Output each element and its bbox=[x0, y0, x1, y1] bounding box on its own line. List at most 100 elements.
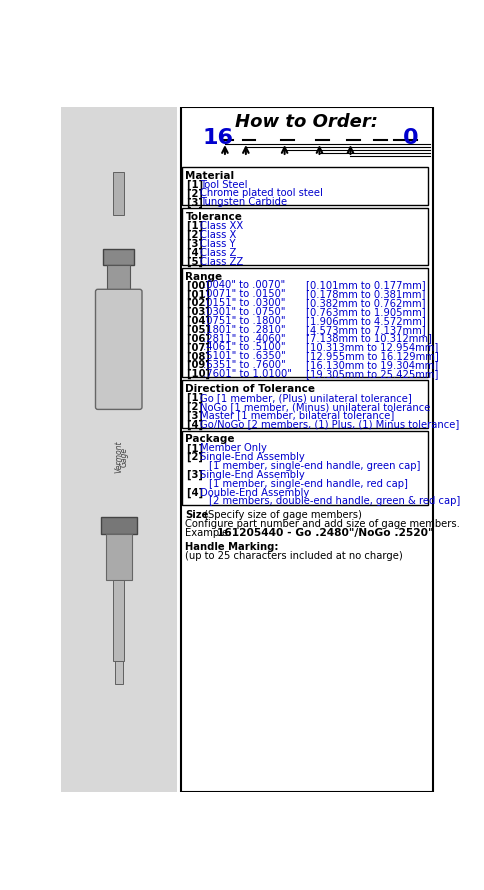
FancyBboxPatch shape bbox=[101, 517, 136, 534]
Bar bbox=[182, 166, 427, 206]
Text: [02]: [02] bbox=[186, 298, 213, 309]
Text: [3]: [3] bbox=[186, 198, 206, 207]
Bar bbox=[107, 264, 130, 292]
Text: [1]: [1] bbox=[186, 443, 206, 454]
Text: [16.130mm to 19.304mm]: [16.130mm to 19.304mm] bbox=[306, 360, 438, 370]
Text: [1.906mm to 4.572mm]: [1.906mm to 4.572mm] bbox=[306, 316, 425, 326]
Text: 16: 16 bbox=[202, 128, 233, 149]
Text: [12.955mm to 16.129mm]: [12.955mm to 16.129mm] bbox=[306, 352, 438, 361]
Text: [09]: [09] bbox=[186, 360, 213, 370]
Text: NoGo [1 member, (Minus) unilateral tolerance: NoGo [1 member, (Minus) unilateral toler… bbox=[199, 401, 429, 412]
FancyBboxPatch shape bbox=[103, 249, 134, 264]
Text: [3]: [3] bbox=[186, 239, 206, 249]
Text: .6351" to .7600": .6351" to .7600" bbox=[203, 360, 285, 370]
Bar bbox=[113, 173, 124, 214]
Text: [1 member, single-end handle, red cap]: [1 member, single-end handle, red cap] bbox=[209, 479, 407, 489]
Text: [7.138mm to 10.312mm]: [7.138mm to 10.312mm] bbox=[306, 334, 431, 344]
Text: [06]: [06] bbox=[186, 334, 213, 344]
Text: Class ZZ: Class ZZ bbox=[199, 256, 242, 267]
FancyBboxPatch shape bbox=[95, 289, 142, 409]
Text: [4]: [4] bbox=[186, 419, 206, 430]
Text: [04]: [04] bbox=[186, 316, 213, 326]
Text: [3]: [3] bbox=[186, 410, 206, 421]
Text: [08]: [08] bbox=[186, 352, 213, 361]
Bar bbox=[182, 268, 427, 377]
Text: .7601" to 1.0100": .7601" to 1.0100" bbox=[203, 369, 291, 379]
Text: [4.573mm to 7.137mm]: [4.573mm to 7.137mm] bbox=[306, 325, 425, 335]
Text: 0: 0 bbox=[402, 128, 418, 149]
Text: [4]: [4] bbox=[186, 247, 206, 258]
Text: [03]: [03] bbox=[186, 307, 213, 317]
Text: [2]: [2] bbox=[186, 230, 206, 240]
Text: Direction of Tolerance: Direction of Tolerance bbox=[185, 384, 315, 394]
Bar bbox=[182, 208, 427, 264]
Text: .4061" to .5100": .4061" to .5100" bbox=[203, 343, 285, 352]
Text: [3]: [3] bbox=[186, 470, 206, 480]
Text: [4]: [4] bbox=[186, 488, 206, 498]
Text: [1]: [1] bbox=[186, 392, 206, 403]
Text: [1 member, single-end handle, green cap]: [1 member, single-end handle, green cap] bbox=[209, 461, 420, 471]
Text: (up to 25 characters included at no charge): (up to 25 characters included at no char… bbox=[185, 551, 402, 561]
Text: [0.101mm to 0.177mm]: [0.101mm to 0.177mm] bbox=[306, 280, 425, 290]
Text: Tolerance: Tolerance bbox=[185, 213, 242, 222]
Text: Go/NoGo [2 members, (1) Plus, (1) Minus tolerance]: Go/NoGo [2 members, (1) Plus, (1) Minus … bbox=[199, 419, 458, 429]
Bar bbox=[182, 431, 427, 505]
Bar bbox=[113, 580, 124, 661]
Text: .0751" to .1800": .0751" to .1800" bbox=[203, 316, 285, 326]
Text: (Specify size of gage members): (Specify size of gage members) bbox=[200, 510, 361, 520]
Bar bbox=[181, 107, 432, 792]
Text: .0301" to .0750": .0301" to .0750" bbox=[203, 307, 285, 317]
Text: Material: Material bbox=[185, 171, 234, 181]
Text: [0.178mm to 0.381mm]: [0.178mm to 0.381mm] bbox=[306, 289, 425, 299]
Text: [0.763mm to 1.905mm]: [0.763mm to 1.905mm] bbox=[306, 307, 425, 317]
Text: Master [1 member, bilateral tolerance]: Master [1 member, bilateral tolerance] bbox=[199, 410, 393, 421]
Text: How to Order:: How to Order: bbox=[235, 113, 378, 131]
Text: [0.382mm to 0.762mm]: [0.382mm to 0.762mm] bbox=[306, 298, 425, 308]
Text: [01]: [01] bbox=[186, 289, 213, 300]
Bar bbox=[182, 380, 427, 427]
Text: Package: Package bbox=[185, 434, 234, 444]
Text: .0071" to .0150": .0071" to .0150" bbox=[203, 289, 285, 299]
Bar bbox=[106, 534, 132, 580]
Bar bbox=[60, 107, 177, 792]
Text: .0040" to .0070": .0040" to .0070" bbox=[203, 280, 285, 290]
Text: Double-End Assembly: Double-End Assembly bbox=[199, 488, 308, 498]
Text: Go [1 member, (Plus) unilateral tolerance]: Go [1 member, (Plus) unilateral toleranc… bbox=[199, 392, 411, 403]
Text: Configure part number and add size of gage members.: Configure part number and add size of ga… bbox=[185, 519, 459, 529]
Text: 161205440 - Go .2480"/NoGo .2520": 161205440 - Go .2480"/NoGo .2520" bbox=[216, 528, 432, 538]
Text: .0151" to .0300": .0151" to .0300" bbox=[203, 298, 285, 308]
Text: [10.313mm to 12.954mm]: [10.313mm to 12.954mm] bbox=[306, 343, 438, 352]
Text: [05]: [05] bbox=[186, 325, 213, 335]
Bar bbox=[115, 661, 122, 684]
Text: Class X: Class X bbox=[199, 230, 236, 240]
Text: Tungsten Carbide: Tungsten Carbide bbox=[199, 198, 287, 207]
Text: [00]: [00] bbox=[186, 280, 213, 291]
Text: Class Z: Class Z bbox=[199, 247, 236, 258]
Text: Example:: Example: bbox=[185, 528, 234, 538]
Text: [1]: [1] bbox=[186, 221, 206, 231]
Text: Range: Range bbox=[185, 271, 222, 281]
Text: [19.305mm to 25.425mm]: [19.305mm to 25.425mm] bbox=[306, 369, 438, 379]
Text: Handle Marking:: Handle Marking: bbox=[185, 542, 278, 552]
Text: [2]: [2] bbox=[186, 401, 206, 412]
Text: [2]: [2] bbox=[186, 189, 206, 198]
Text: Single-End Assembly: Single-End Assembly bbox=[199, 470, 304, 480]
Text: Class Y: Class Y bbox=[199, 239, 235, 249]
Text: [10]: [10] bbox=[186, 369, 213, 379]
Text: [07]: [07] bbox=[186, 343, 213, 352]
Text: Gage: Gage bbox=[120, 447, 128, 467]
Text: Chrome plated tool steel: Chrome plated tool steel bbox=[199, 189, 322, 198]
Text: Class XX: Class XX bbox=[199, 221, 242, 231]
Text: [2]: [2] bbox=[186, 452, 206, 463]
Text: Member Only: Member Only bbox=[199, 443, 266, 453]
Text: [1]: [1] bbox=[186, 180, 206, 190]
Text: .5101" to .6350": .5101" to .6350" bbox=[203, 352, 285, 361]
Text: Size: Size bbox=[185, 510, 208, 520]
Text: .1801" to .2810": .1801" to .2810" bbox=[203, 325, 285, 335]
Text: Single-End Assembly: Single-End Assembly bbox=[199, 452, 304, 462]
Text: Vermont: Vermont bbox=[114, 441, 123, 473]
Text: .2811" to .4060": .2811" to .4060" bbox=[203, 334, 285, 344]
Text: Tool Steel: Tool Steel bbox=[199, 180, 247, 190]
Text: [5]: [5] bbox=[186, 256, 206, 267]
Text: [2 members, double-end handle, green & red cap]: [2 members, double-end handle, green & r… bbox=[209, 497, 459, 506]
